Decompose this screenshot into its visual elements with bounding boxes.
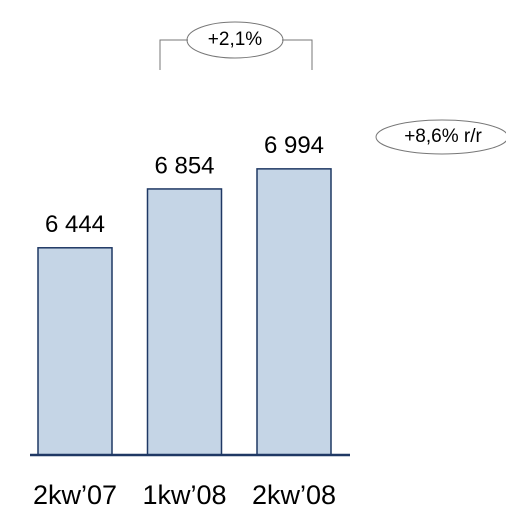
annotation-ellipse [375, 119, 506, 155]
annotation-ellipse [186, 21, 284, 59]
x-tick-label: 2kw’08 [252, 480, 336, 510]
x-tick-label: 2kw’07 [33, 480, 117, 510]
value-label: 6 854 [154, 152, 214, 179]
bracket [159, 21, 506, 155]
bar [146, 188, 223, 456]
bar [37, 247, 113, 456]
bracket-left [159, 39, 188, 70]
value-label: 6 444 [45, 211, 105, 238]
bar [256, 168, 332, 456]
annotation: +2,1% [208, 29, 263, 50]
annotation: +8,6% r/r [404, 126, 482, 147]
x-tick-label: 1kw’08 [142, 480, 226, 510]
bracket-right [282, 39, 313, 70]
value-label: 6 994 [264, 132, 324, 159]
